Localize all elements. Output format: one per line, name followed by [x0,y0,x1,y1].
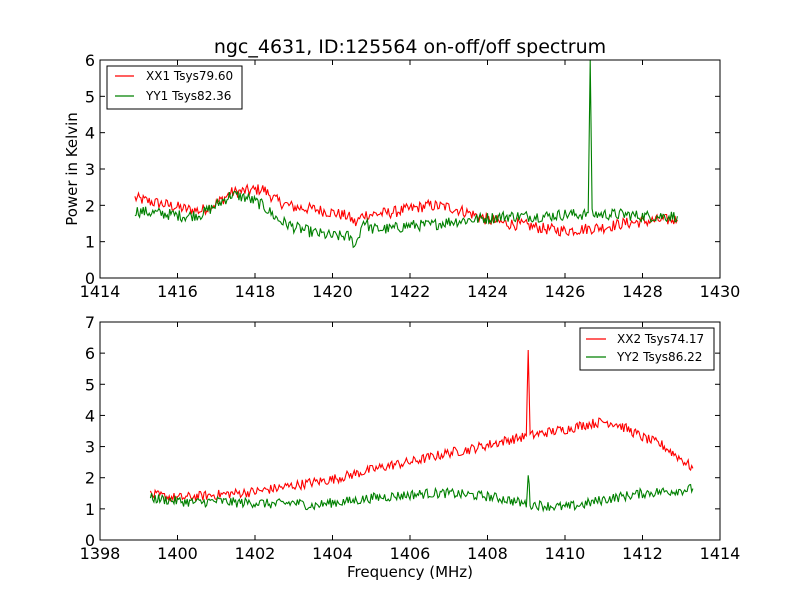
top-plot-xtick-label: 1424 [467,282,508,301]
top-plot-xtick-label: 1414 [80,282,121,301]
bottom-plot-xtick-label: 1414 [700,544,741,563]
bottom-plot-xtick-label: 1410 [545,544,586,563]
top-plot-legend-label-yy1: YY1 Tsys82.36 [145,89,231,103]
bottom-plot-ytick-label: 3 [85,438,95,457]
top-plot-legend-box [106,65,243,110]
bottom-plot-xtick-label: 1412 [622,544,663,563]
top-plot-ytick-label: 1 [85,233,95,252]
bottom-plot-xtick-label: 1400 [157,544,198,563]
top-plot-xtick-label: 1418 [235,282,276,301]
bottom-plot-ytick-label: 2 [85,469,95,488]
top-plot-ytick-label: 4 [85,124,95,143]
bottom-plot-series-red [149,349,694,502]
top-plot: ngc_4631, ID:125564 on-off/off spectrum … [63,36,740,301]
top-plot-ytick-label: 0 [85,269,95,288]
top-plot-legend: XX1 Tsys79.60 YY1 Tsys82.36 [106,65,243,110]
top-plot-xtick-label: 1426 [545,282,586,301]
bottom-plot-tick-layer: 1398 1400 1402 1404 1406 1408 1410 1412 1414 0 1 2 3… [80,313,741,563]
bottom-plot-ytick-label: 6 [85,344,95,363]
bottom-plot-xtick-label: 1402 [235,544,276,563]
bottom-plot-series-green [149,475,694,513]
bottom-plot-ytick-label: 7 [85,313,95,332]
bottom-plot-xtick-label: 1406 [390,544,431,563]
bottom-plot-xlabel: Frequency (MHz) [347,563,473,581]
bottom-plot-ytick-label: 5 [85,375,95,394]
top-plot-xtick-label: 1420 [312,282,353,301]
bottom-plot-legend: XX2 Tsys74.17 YY2 Tsys86.22 [579,327,715,371]
top-plot-ytick-label: 5 [85,87,95,106]
bottom-plot-ytick-label: 4 [85,406,95,425]
top-plot-xtick-label: 1416 [157,282,198,301]
top-plot-xtick-label: 1422 [390,282,431,301]
top-plot-series-green [134,59,678,249]
bottom-plot-legend-label-yy2: YY2 Tsys86.22 [616,350,702,364]
bottom-plot-xtick-label: 1398 [80,544,121,563]
bottom-plot-ytick-label: 1 [85,500,95,519]
top-plot-xtick-label: 1428 [622,282,663,301]
bottom-plot-legend-box [579,327,715,371]
bottom-plot-series-layer [149,349,694,513]
top-plot-series-red [134,183,678,237]
top-plot-ylabel: Power in Kelvin [63,112,81,226]
top-plot-title: ngc_4631, ID:125564 on-off/off spectrum [214,36,606,58]
top-plot-legend-label-xx1: XX1 Tsys79.60 [146,69,233,83]
top-plot-ytick-label: 6 [85,51,95,70]
bottom-plot-legend-label-xx2: XX2 Tsys74.17 [617,332,704,346]
bottom-plot-ytick-label: 0 [85,531,95,550]
bottom-plot: 1398 1400 1402 1404 1406 1408 1410 1412 1414 0 1 2 3… [80,313,741,581]
top-plot-ytick-label: 3 [85,160,95,179]
top-plot-xtick-label: 1430 [700,282,741,301]
bottom-plot-xtick-label: 1408 [467,544,508,563]
top-plot-series-layer [134,59,678,249]
bottom-plot-xtick-label: 1404 [312,544,353,563]
top-plot-tick-layer: 1414 1416 1418 1420 1422 1424 1426 1428 1430 0 1 2 3… [80,51,741,301]
top-plot-ytick-label: 2 [85,196,95,215]
